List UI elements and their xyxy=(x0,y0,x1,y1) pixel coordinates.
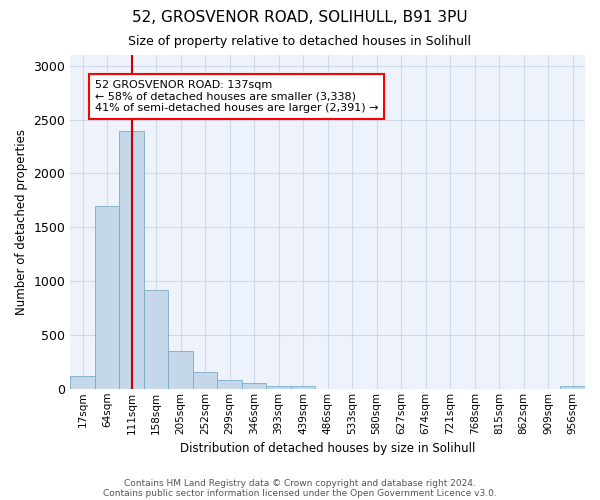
Bar xyxy=(95,206,119,389)
Y-axis label: Number of detached properties: Number of detached properties xyxy=(15,129,28,315)
Bar xyxy=(291,386,316,389)
Bar xyxy=(217,380,242,389)
Bar xyxy=(119,132,144,389)
Bar xyxy=(266,386,291,389)
Bar xyxy=(70,376,95,389)
Bar xyxy=(169,351,193,389)
Bar xyxy=(242,383,266,389)
Bar xyxy=(193,372,217,389)
Text: Contains public sector information licensed under the Open Government Licence v3: Contains public sector information licen… xyxy=(103,488,497,498)
Bar xyxy=(144,290,169,389)
Text: Contains HM Land Registry data © Crown copyright and database right 2024.: Contains HM Land Registry data © Crown c… xyxy=(124,478,476,488)
Bar xyxy=(560,386,585,389)
Text: Size of property relative to detached houses in Solihull: Size of property relative to detached ho… xyxy=(128,35,472,48)
X-axis label: Distribution of detached houses by size in Solihull: Distribution of detached houses by size … xyxy=(180,442,475,455)
Text: 52 GROSVENOR ROAD: 137sqm
← 58% of detached houses are smaller (3,338)
41% of se: 52 GROSVENOR ROAD: 137sqm ← 58% of detac… xyxy=(95,80,379,113)
Text: 52, GROSVENOR ROAD, SOLIHULL, B91 3PU: 52, GROSVENOR ROAD, SOLIHULL, B91 3PU xyxy=(132,10,468,25)
